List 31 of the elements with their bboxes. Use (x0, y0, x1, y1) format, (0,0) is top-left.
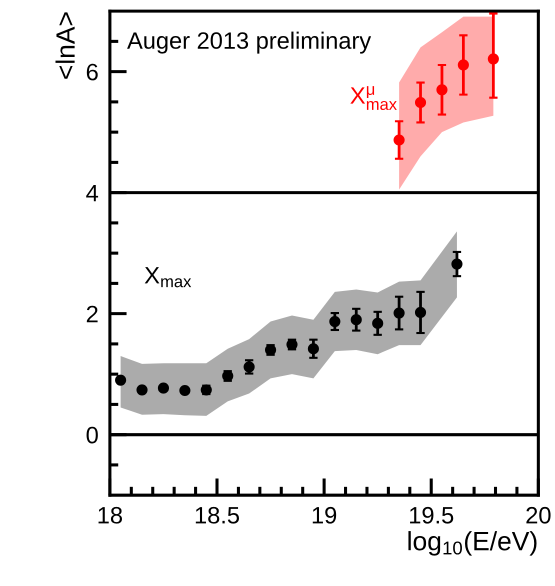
point (158, 382, 170, 394)
x-tick-label: 20 (526, 506, 551, 524)
point (350, 314, 362, 326)
point (394, 307, 405, 319)
point (329, 316, 340, 328)
point (436, 84, 448, 96)
x-tick-label: 19.5 (410, 506, 454, 524)
y-tick-label: 6 (86, 64, 98, 80)
text: X$_{max}$ (144, 267, 192, 288)
y-axis-title: <lnA> (55, 12, 75, 79)
point (414, 306, 426, 318)
y-tick-label: 0 (86, 426, 98, 444)
x-tick-label: 18 (98, 506, 122, 524)
point (488, 53, 499, 64)
point (179, 384, 190, 396)
point (308, 343, 319, 354)
point (115, 374, 126, 386)
point (414, 96, 426, 108)
x-axis-title: log$_{10}$(E/eV) (408, 531, 537, 556)
y-tick-label: 2 (86, 306, 98, 322)
point (458, 59, 469, 71)
point (451, 258, 462, 270)
point (394, 134, 405, 146)
series-label: X$^{μ}$$_{max}$ (350, 86, 397, 110)
x-tick-label: 18.5 (196, 506, 239, 524)
annotation: Auger 2013 preliminary (127, 32, 372, 54)
point (136, 384, 148, 396)
y-tick-label: 4 (86, 184, 98, 202)
x-tick-label: 19 (312, 506, 336, 524)
point (372, 318, 384, 329)
point (244, 361, 255, 372)
